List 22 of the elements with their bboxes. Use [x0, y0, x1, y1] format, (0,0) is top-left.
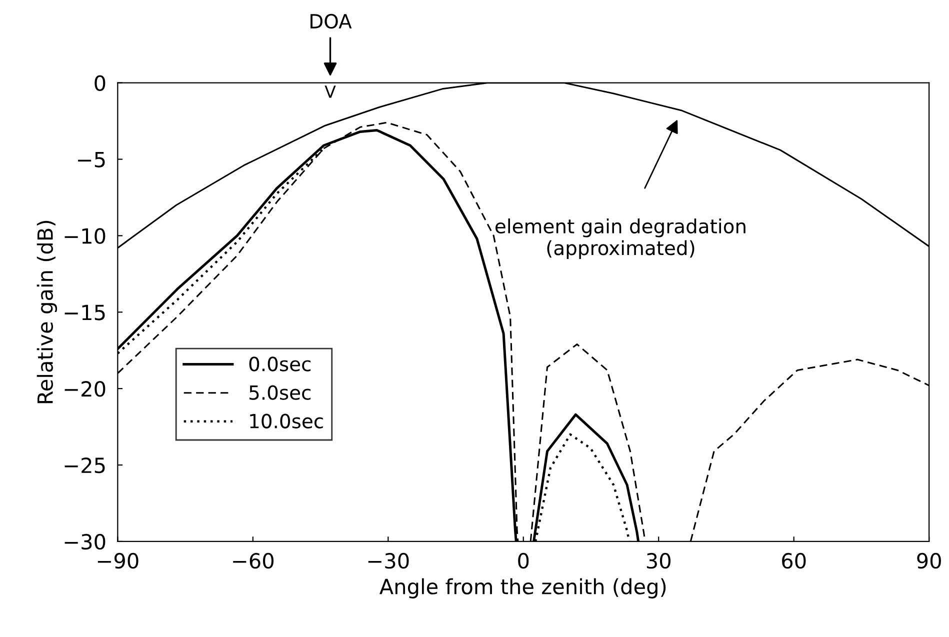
- x-tick-label: −30: [368, 552, 409, 569]
- x-tick-label: −90: [98, 552, 138, 569]
- legend-label: 5.0sec: [250, 385, 311, 400]
- y-tick-label: −30: [64, 534, 106, 550]
- x-tick-label: 30: [646, 552, 670, 569]
- y-tick-label: −25: [64, 457, 105, 474]
- y-tick-label: −10: [64, 228, 106, 244]
- text: DOA: [310, 14, 352, 29]
- x-tick-label: −60: [233, 552, 274, 569]
- y-axis-title: Relative gain (dB): [36, 220, 58, 404]
- y-tick-label: 0: [94, 75, 106, 92]
- annotation: V: [324, 86, 336, 98]
- legend-label: 0.0sec: [249, 356, 311, 372]
- y-tick-label: −20: [64, 381, 106, 397]
- x-tick-label: 0: [518, 552, 529, 569]
- legend-label: 10.0sec: [250, 414, 323, 428]
- x-axis-title: Angle from the zenith (deg): [380, 578, 666, 598]
- y-tick-label: −15: [64, 304, 105, 320]
- y-tick-label: −5: [78, 152, 105, 168]
- annotation: element gain degradation (approximated): [496, 218, 746, 260]
- x-tick-label: 60: [782, 552, 806, 569]
- x-tick-label: 90: [917, 552, 941, 569]
